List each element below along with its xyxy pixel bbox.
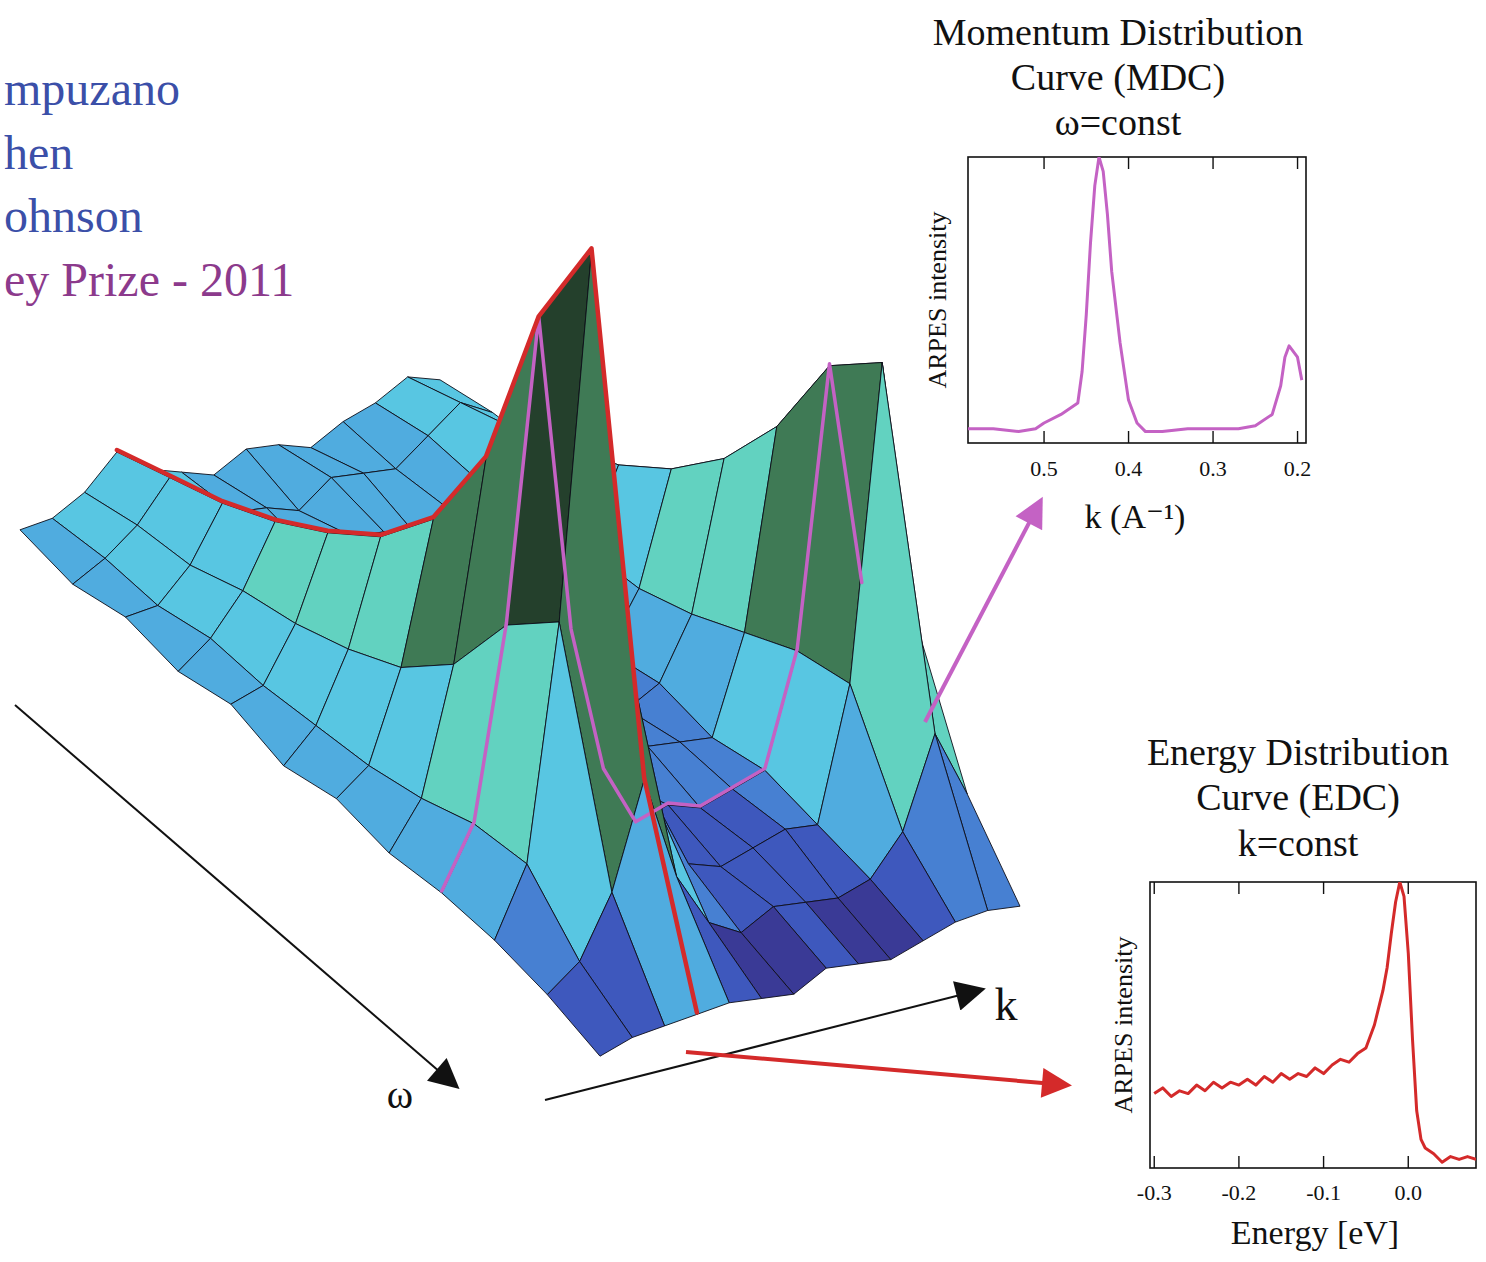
data-line xyxy=(1154,882,1476,1162)
plot-frame xyxy=(968,157,1306,443)
x-tick xyxy=(1043,157,1044,169)
annotation: hen xyxy=(4,126,73,179)
axis-title: k xyxy=(995,979,1018,1030)
chart-title: Momentum Distribution xyxy=(933,11,1304,53)
x-tick xyxy=(1043,431,1044,443)
surface-cell xyxy=(73,558,158,617)
figure: mpuzano hen ohnson ey Prize - 2011 ω k 0.5 0.4 0… xyxy=(0,0,1486,1262)
edc-connector xyxy=(686,1052,1066,1085)
annotation: ey Prize - 2011 xyxy=(4,253,294,306)
mdc-connector xyxy=(925,502,1040,722)
x-tick xyxy=(1212,157,1213,169)
x-tick-label: 0.4 xyxy=(1115,456,1143,481)
plot-area xyxy=(968,157,1302,432)
x-tick xyxy=(1297,431,1298,443)
x-tick xyxy=(1154,882,1155,894)
x-tick xyxy=(1323,882,1324,894)
omega-axis-arrow xyxy=(15,705,455,1085)
x-tick xyxy=(1238,882,1239,894)
x-tick xyxy=(1154,1156,1155,1168)
x-tick-label: -0.1 xyxy=(1306,1180,1341,1205)
x-tick-label: 0.5 xyxy=(1030,456,1058,481)
chart-subtitle: k=const xyxy=(1238,822,1359,864)
chart-title: Curve (MDC) xyxy=(1011,56,1225,99)
x-tick-label: -0.3 xyxy=(1137,1180,1172,1205)
x-tick xyxy=(1238,1156,1239,1168)
x-tick xyxy=(1408,1156,1409,1168)
chart-title: Curve (EDC) xyxy=(1196,776,1400,819)
chart-title: Energy Distribution xyxy=(1147,731,1449,773)
x-tick-label: -0.2 xyxy=(1221,1180,1256,1205)
axis-title: ARPES intensity xyxy=(1109,937,1138,1114)
x-tick xyxy=(1128,431,1129,443)
plot-frame xyxy=(1150,882,1476,1168)
data-line xyxy=(968,157,1302,432)
k-axis-arrow xyxy=(545,990,980,1100)
surface-edc-cut xyxy=(117,248,697,1012)
axis-title: Energy [eV] xyxy=(1231,1214,1399,1251)
x-tick xyxy=(1128,157,1129,169)
x-tick-label: 0.2 xyxy=(1284,456,1312,481)
surface-cell xyxy=(547,962,632,1057)
x-tick xyxy=(1297,157,1298,169)
axis-title: ARPES intensity xyxy=(923,212,952,389)
x-tick xyxy=(1323,1156,1324,1168)
x-tick-label: 0.0 xyxy=(1395,1180,1423,1205)
annotation: ohnson xyxy=(4,189,143,242)
x-tick-label: 0.3 xyxy=(1199,456,1227,481)
x-tick xyxy=(1212,431,1213,443)
x-tick xyxy=(1408,882,1409,894)
axis-title: k (A⁻¹) xyxy=(1085,498,1186,536)
annotation: mpuzano xyxy=(4,62,180,115)
chart-subtitle: ω=const xyxy=(1055,101,1182,143)
plot-area xyxy=(1154,882,1476,1162)
axis-title: ω xyxy=(387,1072,413,1117)
